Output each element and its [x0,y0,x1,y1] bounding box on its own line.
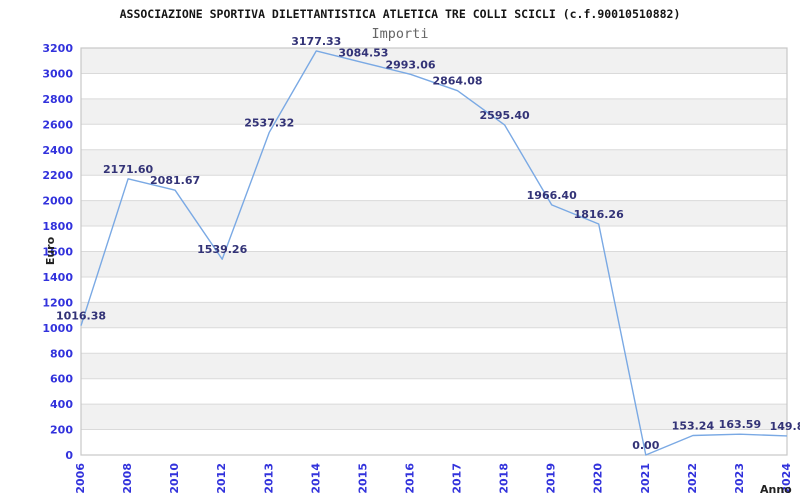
y-axis-title: Euro [44,236,57,266]
plot-band [81,404,787,430]
plot-band [81,302,787,328]
x-tick-label: 2013 [262,463,275,494]
plot-border [80,47,788,456]
chart-subtitle: Importi [371,26,429,42]
x-tick-label: 2022 [686,463,699,494]
plot-band [81,251,787,277]
x-tick-label: 2023 [733,463,746,494]
chart-line [80,50,788,456]
data-label: 2537.32 [244,116,294,129]
chart-title: ASSOCIAZIONE SPORTIVA DILETTANTISTICA AT… [119,7,681,21]
y-tick-label: 1600 [42,246,73,259]
x-tick-label: 2017 [451,463,464,494]
x-axis-title: Anno [760,483,792,496]
data-label: 2081.67 [150,174,200,187]
y-tick-label: 2600 [42,118,73,131]
x-tick-label: 2006 [74,463,87,494]
x-tick-label: 2015 [356,463,369,494]
plot-band [81,98,787,125]
data-label: 1966.40 [527,189,577,202]
y-tick-label: 200 [50,424,73,437]
data-label: 3177.33 [291,35,341,48]
data-label: 2864.08 [432,75,482,88]
data-label: 1816.26 [574,208,624,221]
y-tick-label: 1000 [42,322,73,335]
y-tick-label: 600 [50,373,73,386]
x-tick-label: 2014 [309,463,322,494]
data-label: 2993.06 [385,58,435,71]
y-tick-label: 1200 [42,296,73,309]
x-tick-label: 2016 [404,463,417,494]
plot-band [81,48,787,74]
y-tick-label: 2000 [42,195,73,208]
x-tick-label: 2008 [121,463,134,494]
x-tick-label: 2012 [215,463,228,494]
x-tick-label: 2010 [168,463,181,494]
data-label: 2595.40 [480,109,530,122]
data-label: 153.24 [672,420,715,433]
data-label: 1016.38 [56,310,106,323]
data-label: 163.59 [719,418,761,431]
x-tick-label: 2019 [545,463,558,494]
data-label: 0.00 [632,439,659,452]
plot-band [81,353,787,379]
data-label: 2171.60 [103,163,153,176]
y-tick-label: 0 [65,449,73,462]
y-tick-label: 1800 [42,220,73,233]
plot-band [81,149,787,176]
x-tick-label: 2021 [639,463,652,494]
x-tick-label: 2024 [780,463,793,494]
y-tick-label: 800 [50,347,73,360]
x-tick-label: 2020 [592,463,605,494]
y-tick-label: 2200 [42,169,73,182]
y-tick-label: 3000 [42,67,73,80]
plot-band [81,200,787,227]
data-label: 3084.53 [338,47,388,60]
y-tick-label: 2400 [42,144,73,157]
data-label: 149.8 [770,420,800,433]
y-tick-label: 2800 [42,93,73,106]
y-tick-label: 3200 [42,42,73,55]
y-tick-label: 1400 [42,271,73,284]
x-tick-label: 2018 [498,463,511,494]
data-label: 1539.26 [197,243,247,256]
y-tick-label: 400 [50,398,73,411]
